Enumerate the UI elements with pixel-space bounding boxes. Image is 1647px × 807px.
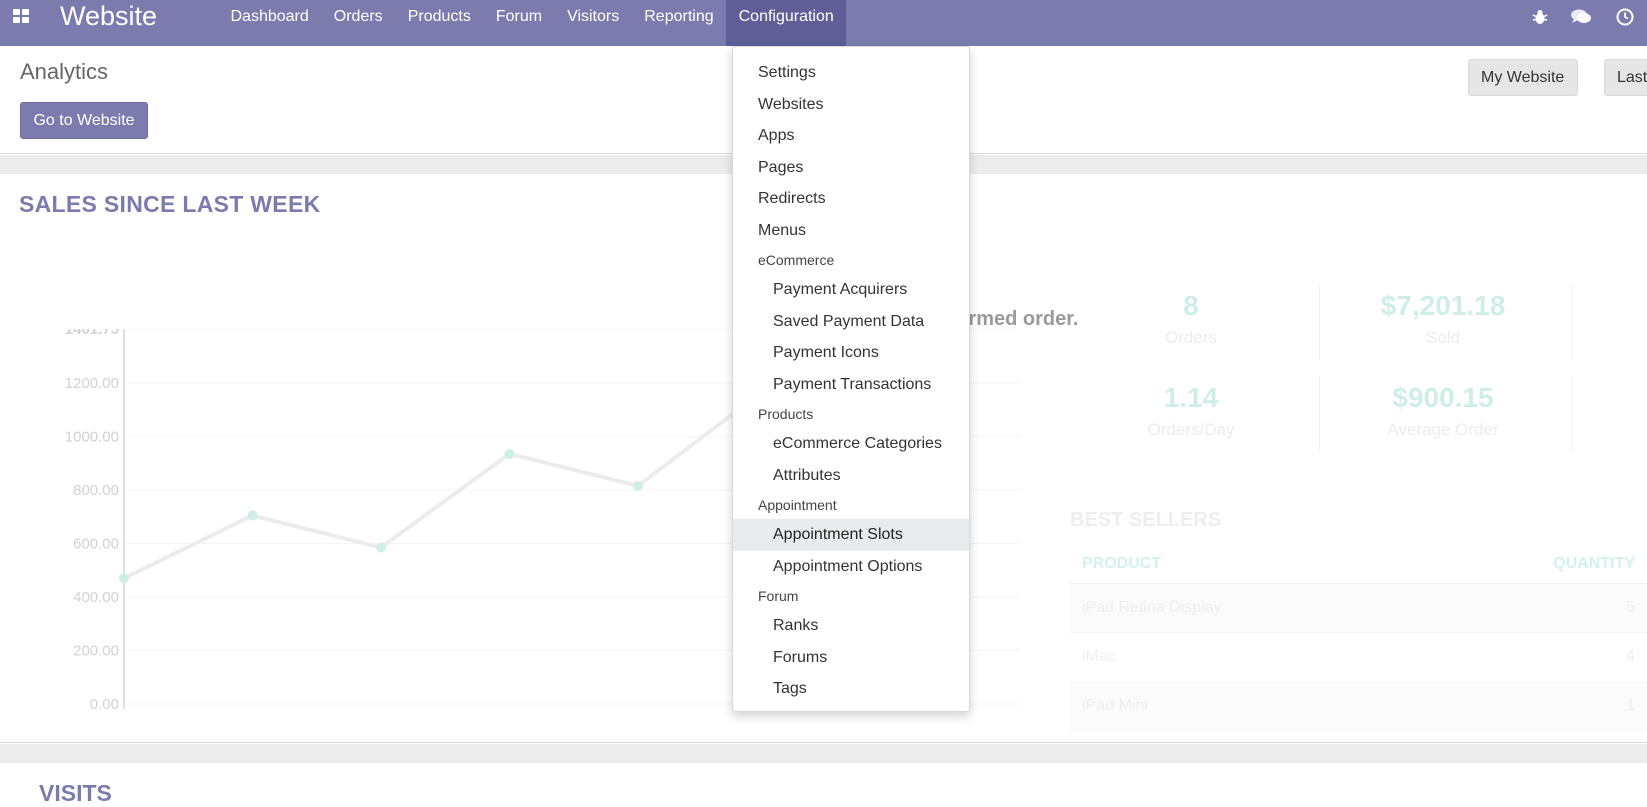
top-navbar: Website Dashboard Orders Products Forum Visi… bbox=[0, 0, 1647, 46]
app-name: Website bbox=[60, 1, 158, 31]
y-tick-label: 1200.00 bbox=[65, 375, 119, 392]
menu-reporting[interactable]: Reporting bbox=[644, 8, 714, 25]
y-tick-label: 800.00 bbox=[73, 482, 119, 499]
stat-orders-per-day: 1.14 Orders/Day bbox=[1066, 382, 1316, 440]
main-menu: Dashboard Orders Products Forum Visitors Repo… bbox=[218, 0, 847, 46]
website-selector-button[interactable]: My Website bbox=[1468, 59, 1578, 96]
y-tick-label: 600.00 bbox=[73, 535, 119, 552]
menu-orders[interactable]: Orders bbox=[333, 8, 383, 25]
menu-item-saved-payment-data[interactable]: Saved Payment Data bbox=[773, 312, 925, 330]
chat-icon[interactable] bbox=[1570, 8, 1592, 26]
product-cell: iPad Retina Display bbox=[1082, 599, 1222, 616]
quantity-cell: 1 bbox=[1626, 697, 1635, 714]
menu-item-redirects[interactable]: Redirects bbox=[758, 190, 826, 207]
menu-item-apps[interactable]: Apps bbox=[758, 127, 795, 144]
menu-item-payment-acquirers[interactable]: Payment Acquirers bbox=[773, 281, 908, 298]
menu-item-appointment-slots[interactable]: Appointment Slots bbox=[733, 519, 969, 551]
stat-divider bbox=[1572, 284, 1573, 360]
stat-value: 8 bbox=[1183, 290, 1199, 321]
column-header-quantity: QUANTITY bbox=[1553, 554, 1635, 572]
product-cell: iPad Mini bbox=[1082, 697, 1148, 714]
stat-divider bbox=[1319, 284, 1320, 360]
menu-section-ecommerce: eCommerce bbox=[758, 252, 835, 268]
y-tick-label: 1000.00 bbox=[65, 428, 119, 445]
menu-section-forum: Forum bbox=[758, 588, 799, 604]
menu-item-payment-icons[interactable]: Payment Icons bbox=[773, 344, 879, 361]
quantity-cell: 4 bbox=[1626, 648, 1635, 665]
menu-item-ranks[interactable]: Ranks bbox=[773, 617, 819, 634]
no-order-message: nfirmed order. bbox=[944, 308, 1079, 330]
apps-menu-icon[interactable] bbox=[13, 9, 29, 23]
stat-orders: 8 Orders bbox=[1066, 290, 1316, 348]
y-tick-label: 1401.75 bbox=[65, 329, 119, 338]
menu-item-attributes[interactable]: Attributes bbox=[773, 466, 841, 484]
y-tick-label: 200.00 bbox=[73, 642, 119, 659]
column-header-product: PRODUCT bbox=[1082, 554, 1162, 572]
table-row[interactable]: iMac 4 bbox=[1070, 633, 1647, 682]
menu-item-ecommerce-categories[interactable]: eCommerce Categories bbox=[773, 435, 942, 452]
menu-item-forums[interactable]: Forums bbox=[773, 648, 828, 666]
menu-section-products: Products bbox=[758, 406, 814, 422]
stat-value: $7,201.18 bbox=[1380, 290, 1506, 321]
menu-item-tags[interactable]: Tags bbox=[773, 680, 807, 697]
visits-section-title: VISITS bbox=[39, 780, 112, 806]
quantity-cell: 5 bbox=[1626, 599, 1635, 616]
data-point bbox=[376, 542, 386, 553]
stat-label: Orders/Day bbox=[1147, 420, 1235, 439]
stat-divider bbox=[1319, 376, 1320, 452]
configuration-dropdown-menu: Settings Websites Apps Pages Redirects M… bbox=[732, 46, 970, 712]
stat-divider bbox=[1572, 376, 1573, 452]
menu-item-appointment-options[interactable]: Appointment Options bbox=[773, 557, 923, 575]
menu-section-appointment: Appointment bbox=[758, 497, 837, 513]
stat-average-order: $900.15 Average Order bbox=[1318, 382, 1568, 440]
menu-item-menus[interactable]: Menus bbox=[758, 221, 807, 239]
y-tick-label: 400.00 bbox=[73, 589, 119, 606]
menu-dashboard[interactable]: Dashboard bbox=[230, 8, 309, 25]
stat-label: Sold bbox=[1425, 328, 1461, 347]
menu-item-pages[interactable]: Pages bbox=[758, 158, 804, 176]
sales-stats: 8 Orders $7,201.18 Sold 1.14 Orders/Day … bbox=[1066, 284, 1586, 466]
menu-item-settings[interactable]: Settings bbox=[758, 64, 816, 81]
menu-forum[interactable]: Forum bbox=[495, 8, 543, 25]
table-row[interactable]: iPad Mini 1 bbox=[1070, 682, 1647, 731]
clock-icon[interactable] bbox=[1616, 8, 1634, 26]
data-point bbox=[633, 480, 643, 491]
go-to-website-button[interactable]: Go to Website bbox=[20, 102, 148, 139]
menu-visitors[interactable]: Visitors bbox=[567, 8, 620, 25]
table-header: PRODUCT QUANTITY bbox=[1070, 544, 1647, 584]
table-row[interactable]: iPad Retina Display 5 bbox=[1070, 584, 1647, 633]
data-point bbox=[247, 510, 258, 521]
stat-sold: $7,201.18 Sold bbox=[1318, 290, 1568, 348]
page-title: Analytics bbox=[20, 59, 109, 84]
period-selector-button[interactable]: Last bbox=[1604, 59, 1647, 96]
section-separator bbox=[0, 744, 1647, 763]
stat-label: Orders bbox=[1165, 328, 1217, 347]
data-point bbox=[504, 448, 515, 459]
visits-panel: VISITS bbox=[0, 763, 1647, 806]
bug-icon[interactable] bbox=[1531, 8, 1549, 26]
stat-value: $900.15 bbox=[1392, 382, 1494, 413]
best-sellers-title: BEST SELLERS bbox=[1070, 509, 1222, 531]
menu-item-payment-transactions[interactable]: Payment Transactions bbox=[773, 375, 932, 393]
menu-products[interactable]: Products bbox=[407, 8, 471, 25]
stat-value: 1.14 bbox=[1163, 382, 1219, 413]
sales-section-title: SALES SINCE LAST WEEK bbox=[19, 191, 321, 217]
stat-label: Average Order bbox=[1387, 420, 1499, 439]
data-point bbox=[119, 573, 129, 584]
menu-item-websites[interactable]: Websites bbox=[758, 95, 824, 113]
product-cell: iMac bbox=[1082, 648, 1116, 665]
best-sellers-table: PRODUCT QUANTITY iPad Retina Display 5 i… bbox=[1070, 544, 1647, 731]
y-tick-label: 0.00 bbox=[90, 696, 119, 713]
menu-configuration[interactable]: Configuration bbox=[726, 0, 847, 46]
